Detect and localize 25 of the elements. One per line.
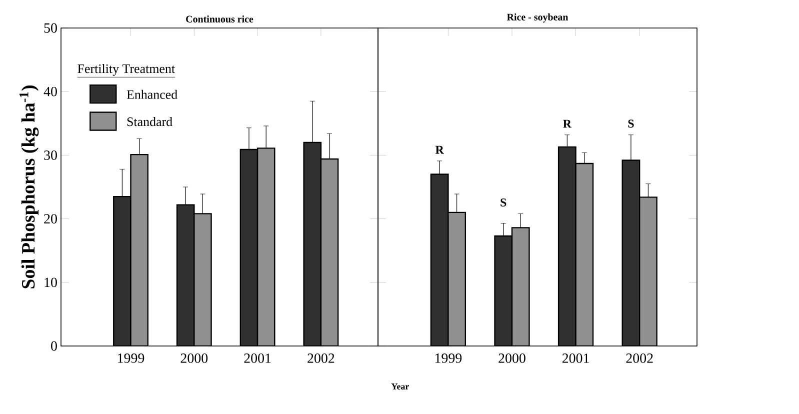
x-axis-title: Year (391, 384, 409, 390)
y-tick-label: 40 (44, 86, 57, 96)
x-tick-label: 2000 (498, 354, 526, 363)
y-tick-label: 50 (44, 23, 57, 33)
x-tick-label: 2001 (244, 354, 271, 363)
annotation: R (563, 120, 572, 128)
y-tick-label: 20 (44, 214, 57, 224)
x-tick-label: 2002 (308, 354, 334, 363)
chart-title: Continuous rice (186, 15, 254, 23)
x-tick-label: 2001 (562, 354, 589, 363)
x-tick-label: 2000 (180, 354, 208, 363)
legend-label: Enhanced (126, 90, 178, 99)
x-tick-label: 1999 (435, 354, 462, 363)
y-tick-label: 10 (44, 278, 57, 288)
annotation: S (628, 120, 634, 128)
legend-label: Standard (127, 117, 172, 126)
y-tick-label: 0 (51, 341, 57, 351)
chart-title: Rice - soybean (506, 13, 568, 23)
y-tick-label: 30 (44, 150, 57, 160)
annotation: S (500, 198, 506, 207)
y-axis-title: Soil Phosphorus (kg ha$^{-1}$) (20, 86, 39, 288)
annotation: R (435, 146, 444, 154)
legend-title: Fertility Treatment (78, 64, 175, 76)
x-tick-label: 1999 (118, 354, 144, 363)
x-tick-label: 2002 (626, 354, 653, 363)
